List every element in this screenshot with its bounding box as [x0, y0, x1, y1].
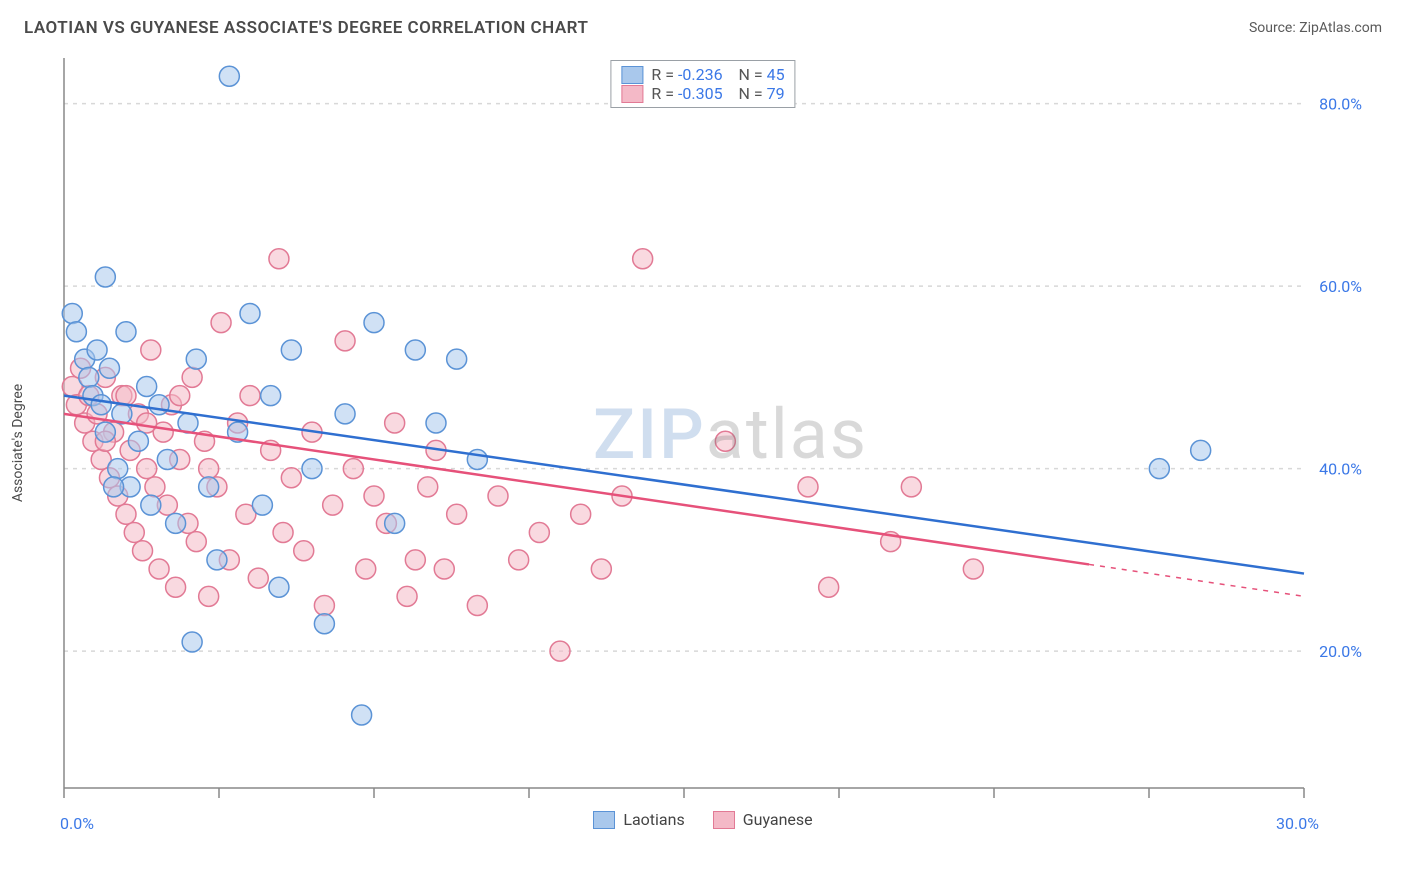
r-value: -0.305	[678, 84, 723, 103]
legend-item-series2: Guyanese	[713, 810, 813, 829]
n-label: N =	[738, 84, 762, 103]
y-axis-label: Associate's Degree	[10, 384, 26, 502]
svg-text:80.0%: 80.0%	[1319, 95, 1362, 114]
n-value: 79	[767, 84, 785, 103]
source-link[interactable]: ZipAtlas.com	[1299, 20, 1382, 36]
swatch-series1	[621, 66, 643, 84]
scatter-chart: 20.0% 40.0% 60.0% 80.0%	[24, 48, 1382, 838]
legend-row-series1: R = -0.236 N = 45	[621, 65, 784, 84]
correlation-legend: R = -0.236 N = 45 R = -0.305 N = 79	[610, 60, 795, 108]
swatch-series1	[593, 811, 615, 829]
legend-row-series2: R = -0.305 N = 79	[621, 84, 784, 103]
r-label: R =	[651, 65, 674, 84]
swatch-series2	[713, 811, 735, 829]
r-label: R =	[651, 84, 674, 103]
svg-text:40.0%: 40.0%	[1319, 460, 1362, 479]
legend-item-series1: Laotians	[593, 810, 684, 829]
swatch-series2	[621, 85, 643, 103]
chart-title: LAOTIAN VS GUYANESE ASSOCIATE'S DEGREE C…	[24, 18, 588, 38]
series1-label: Laotians	[623, 810, 684, 829]
r-stat-series1: R = -0.236 N = 45	[651, 65, 784, 84]
svg-text:60.0%: 60.0%	[1319, 277, 1362, 296]
r-stat-series2: R = -0.305 N = 79	[651, 84, 784, 103]
svg-text:20.0%: 20.0%	[1319, 642, 1362, 661]
r-value: -0.236	[678, 65, 723, 84]
source-attribution: Source: ZipAtlas.com	[1249, 20, 1382, 36]
series2-label: Guyanese	[743, 810, 813, 829]
n-value: 45	[767, 65, 785, 84]
n-label: N =	[738, 65, 762, 84]
chart-container: Associate's Degree 20.0%40.0%60.0%80.0% …	[24, 48, 1382, 838]
source-label: Source:	[1249, 20, 1299, 36]
series-legend: Laotians Guyanese	[24, 810, 1382, 829]
